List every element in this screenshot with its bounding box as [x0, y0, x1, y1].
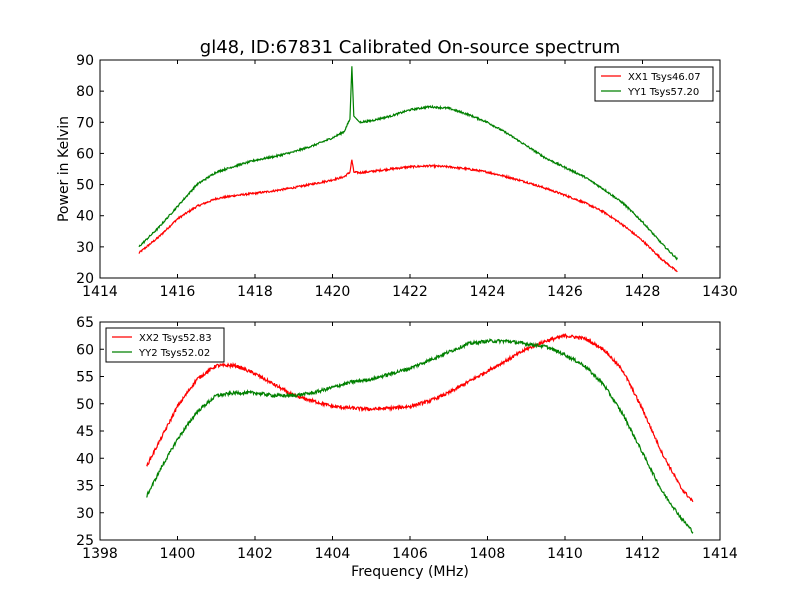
y-tick-label: 50	[76, 397, 94, 413]
figure-title: gl48, ID:67831 Calibrated On-source spec…	[200, 37, 620, 58]
y-tick-label: 40	[76, 209, 94, 225]
x-tick-label: 1426	[547, 284, 583, 300]
x-tick-label: 1416	[160, 284, 196, 300]
x-tick-label: 1408	[470, 546, 506, 562]
x-tick-label: 1400	[160, 546, 196, 562]
x-tick-label: 1424	[470, 284, 506, 300]
legend-label: XX1 Tsys46.07	[628, 72, 701, 83]
legend-label: YY2 Tsys52.02	[138, 348, 210, 359]
legend-box	[105, 327, 225, 363]
x-tick-label: 1428	[625, 284, 661, 300]
y-tick-label: 65	[76, 315, 94, 331]
x-tick-label: 1406	[392, 546, 428, 562]
legend-box	[594, 66, 714, 102]
plots-container: 1414 1416 1418 1420 1422 1424 1426 1428 1430 20 30…	[56, 53, 738, 580]
x-tick-label: 1414	[82, 284, 118, 300]
y-tick-label: 80	[76, 84, 94, 100]
y-tick-label: 45	[76, 424, 94, 440]
y-tick-label: 30	[76, 240, 94, 256]
y-tick-label: 40	[76, 451, 94, 467]
legend-label: XX2 Tsys52.83	[139, 333, 212, 344]
y-tick-label: 50	[76, 178, 94, 194]
y-tick-label: 90	[76, 53, 94, 69]
legend-2: XX2 Tsys52.83 YY2 Tsys52.02	[105, 327, 225, 363]
y-tick-label: 55	[76, 370, 94, 386]
y-tick-label: 60	[76, 342, 94, 358]
plot-panel-2: 1398 1400 1402 1404 1406 1408 1410 1412 1414 25 30…	[76, 315, 738, 580]
series-line-2-2	[146, 337, 694, 535]
x-tick-label: 1398	[82, 546, 118, 562]
y-tick-label: 30	[76, 506, 94, 522]
y-tick-label: 60	[76, 146, 94, 162]
y-tick-label: 20	[76, 271, 94, 287]
y-tick-label: 70	[76, 115, 94, 131]
series-line-1-1	[138, 159, 678, 273]
y-tick-label: 35	[76, 479, 94, 495]
x-tick-label: 1410	[547, 546, 583, 562]
y-axis-label: Power in Kelvin	[56, 116, 72, 222]
series-line-2-1	[146, 333, 694, 503]
x-tick-label: 1430	[702, 284, 738, 300]
x-tick-label: 1418	[237, 284, 273, 300]
legend-label: YY1 Tsys57.20	[627, 87, 699, 98]
legend-1: XX1 Tsys46.07 YY1 Tsys57.20	[594, 66, 714, 102]
x-tick-label: 1422	[392, 284, 428, 300]
x-tick-label: 1402	[237, 546, 273, 562]
x-tick-label: 1412	[625, 546, 661, 562]
x-tick-label: 1414	[702, 546, 738, 562]
x-tick-label: 1404	[315, 546, 351, 562]
plot-panel-1: 1414 1416 1418 1420 1422 1424 1426 1428 1430 20 30…	[56, 53, 738, 300]
series-line-1-2	[138, 66, 678, 261]
x-axis-label: Frequency (MHz)	[351, 564, 469, 580]
y-tick-label: 25	[76, 533, 94, 549]
x-tick-label: 1420	[315, 284, 351, 300]
